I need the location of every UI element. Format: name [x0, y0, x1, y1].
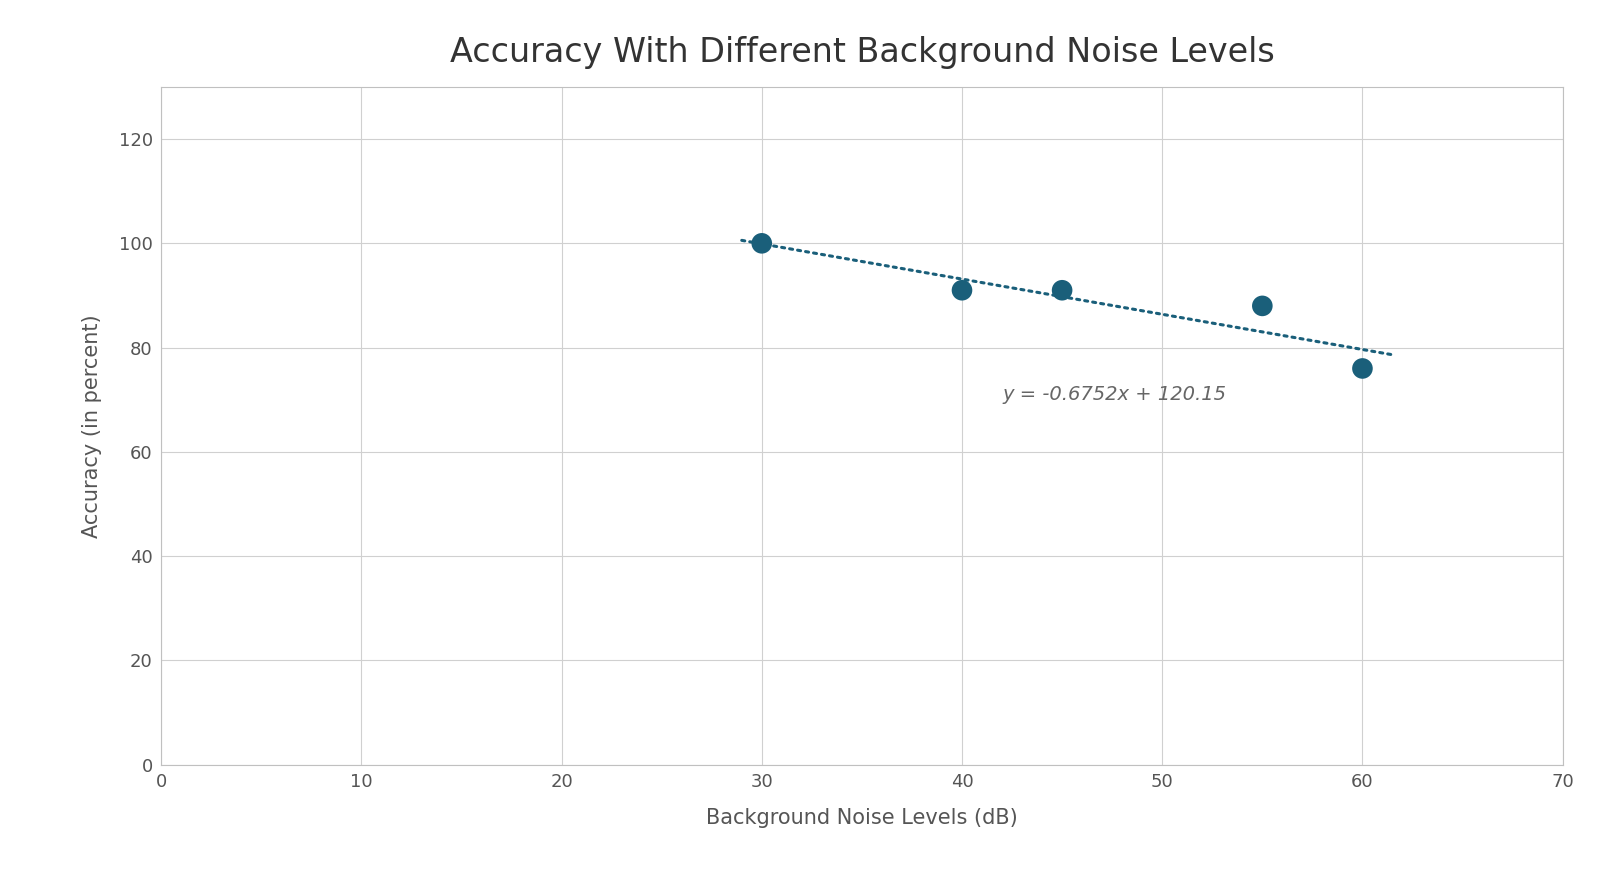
Title: Accuracy With Different Background Noise Levels: Accuracy With Different Background Noise…	[449, 36, 1274, 69]
Point	[1250, 299, 1276, 313]
Text: y = -0.6752x + 120.15: y = -0.6752x + 120.15	[1002, 385, 1226, 404]
X-axis label: Background Noise Levels (dB): Background Noise Levels (dB)	[706, 807, 1018, 827]
Point	[1049, 283, 1075, 297]
Point	[749, 236, 775, 250]
Y-axis label: Accuracy (in percent): Accuracy (in percent)	[82, 314, 101, 538]
Point	[1350, 362, 1376, 375]
Point	[949, 283, 975, 297]
